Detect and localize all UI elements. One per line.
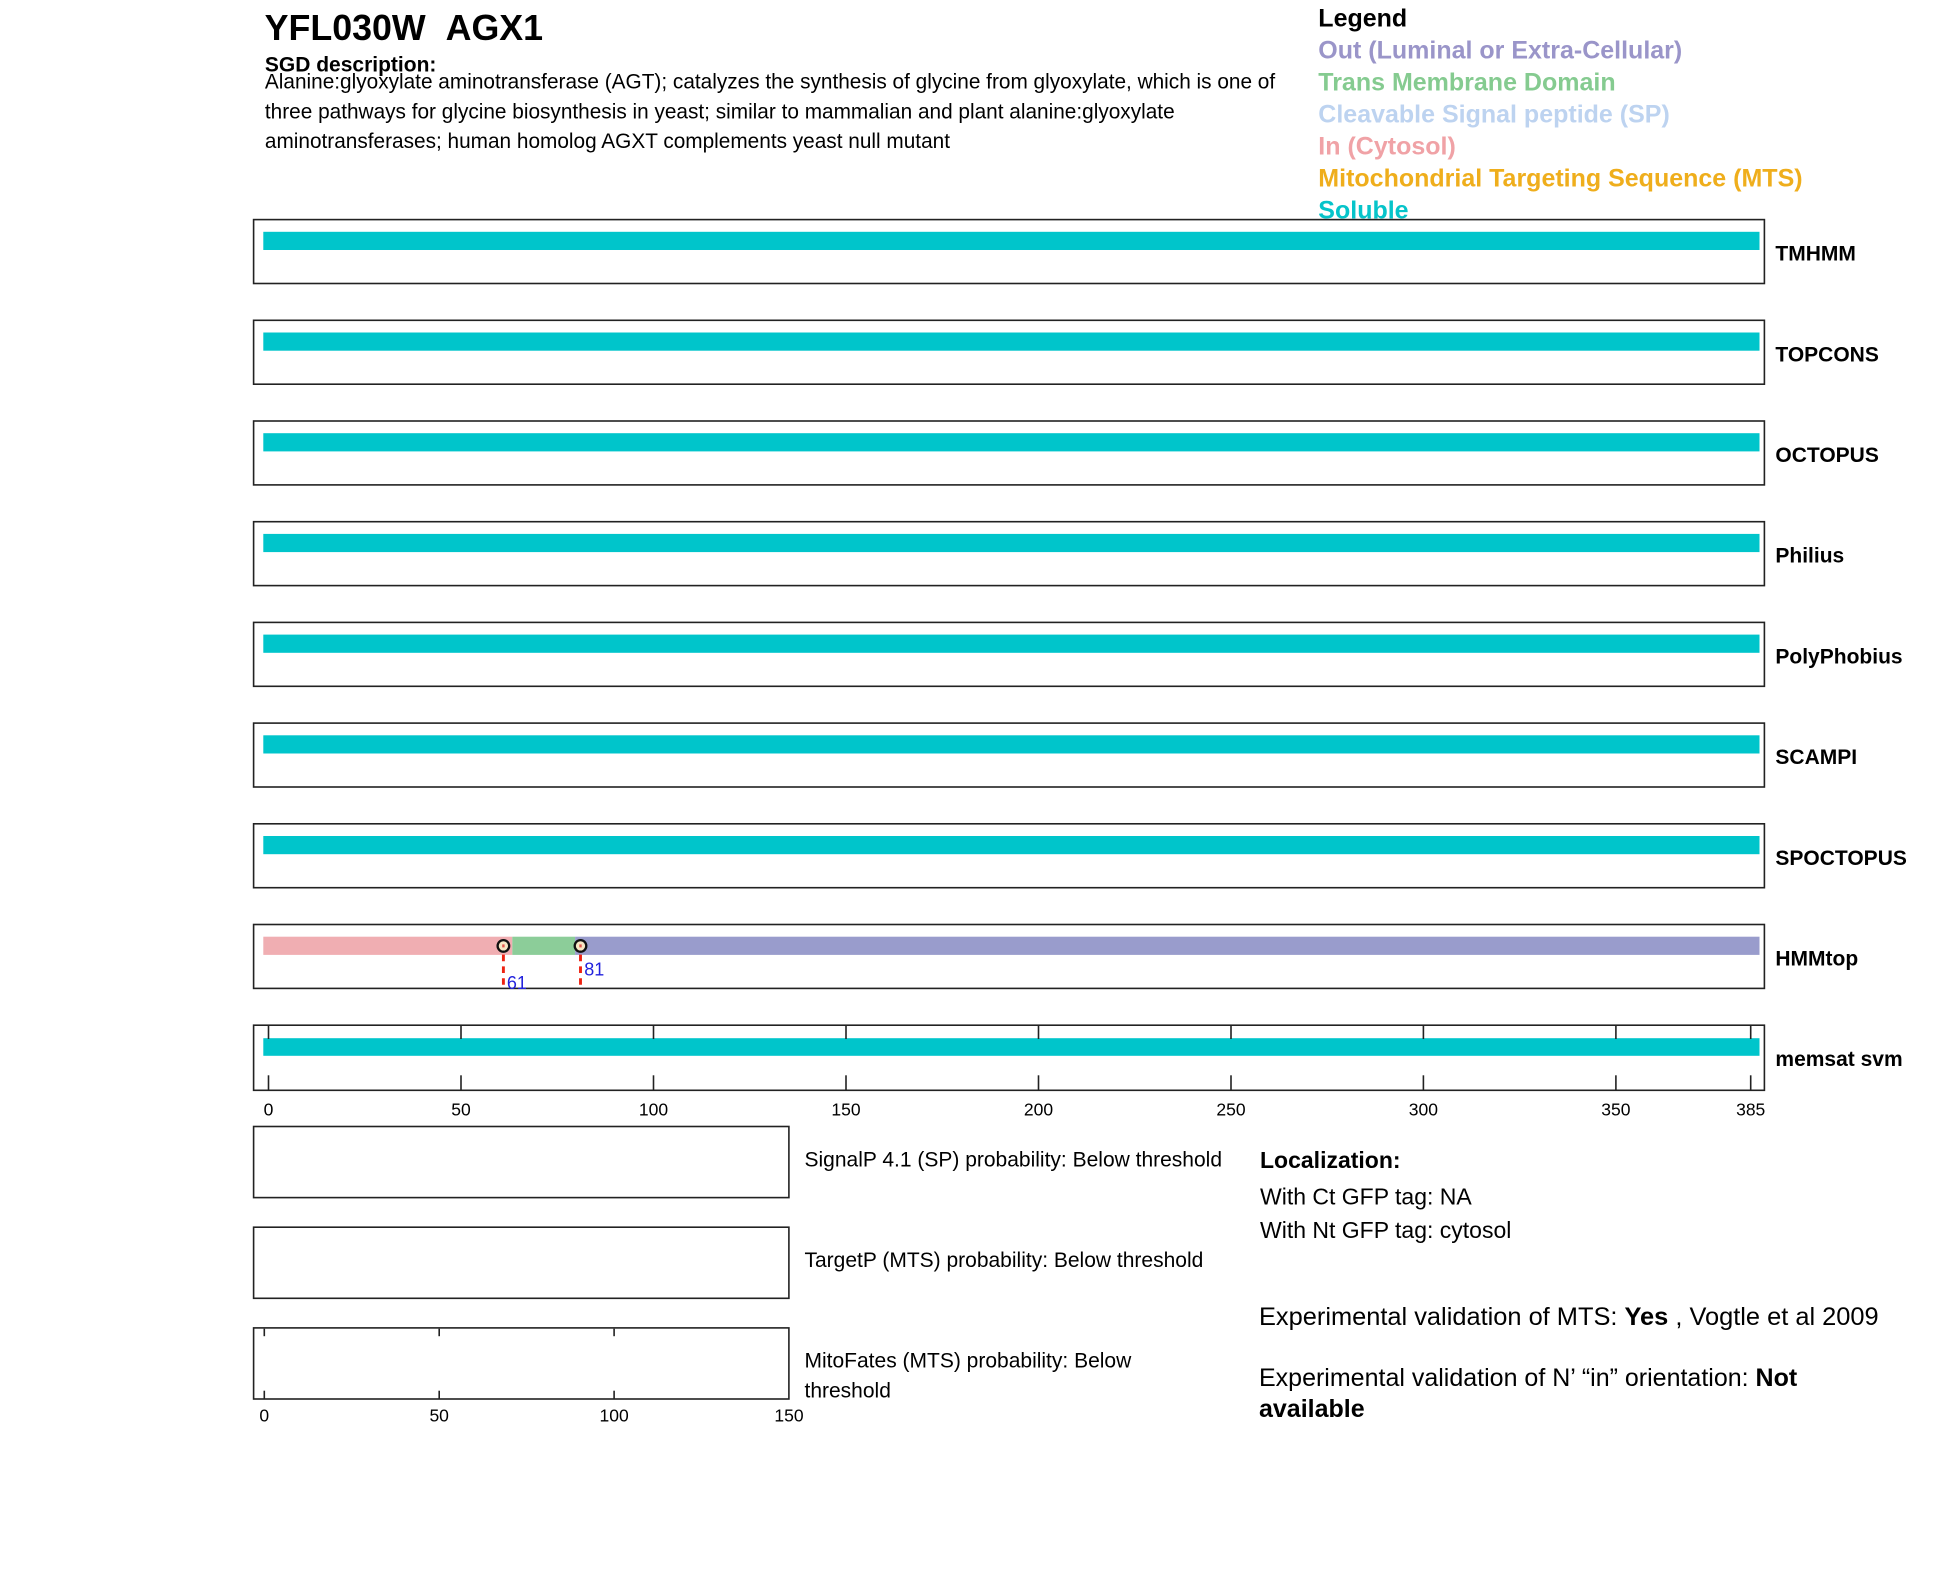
svg-text:With Nt GFP tag: cytosol: With Nt GFP tag: cytosol xyxy=(1260,1217,1511,1243)
svg-text:memsat svm: memsat svm xyxy=(1775,1048,1902,1071)
svg-text:250: 250 xyxy=(1216,1099,1245,1119)
svg-text:Experimental validation of N’: Experimental validation of N’ “in” orien… xyxy=(1259,1364,1798,1392)
svg-text:TargetP (MTS) probability: Bel: TargetP (MTS) probability: Below thresho… xyxy=(805,1249,1204,1272)
svg-text:Cleavable Signal peptide (SP): Cleavable Signal peptide (SP) xyxy=(1318,100,1669,128)
svg-text:OCTOPUS: OCTOPUS xyxy=(1775,444,1878,467)
svg-text:SPOCTOPUS: SPOCTOPUS xyxy=(1775,847,1906,870)
svg-text:TMHMM: TMHMM xyxy=(1775,243,1855,266)
svg-text:0: 0 xyxy=(259,1405,269,1425)
svg-text:Philius: Philius xyxy=(1775,545,1844,568)
svg-text:100: 100 xyxy=(599,1405,628,1425)
svg-text:50: 50 xyxy=(451,1099,471,1119)
svg-text:385: 385 xyxy=(1736,1099,1765,1119)
svg-text:YFL030W AGX1: YFL030W AGX1 xyxy=(265,8,543,48)
svg-text:aminotransferases; human homol: aminotransferases; human homolog AGXT co… xyxy=(265,130,950,153)
svg-text:Alanine:glyoxylate aminotransf: Alanine:glyoxylate aminotransferase (AGT… xyxy=(265,71,1275,94)
svg-text:HMMtop: HMMtop xyxy=(1775,948,1858,971)
svg-text:Localization:: Localization: xyxy=(1260,1147,1401,1173)
svg-text:threshold: threshold xyxy=(805,1379,891,1402)
svg-text:Trans Membrane Domain: Trans Membrane Domain xyxy=(1318,68,1615,96)
svg-text:61: 61 xyxy=(507,973,527,993)
svg-text:0: 0 xyxy=(264,1099,274,1119)
svg-text:Out (Luminal or Extra-Cellular: Out (Luminal or Extra-Cellular) xyxy=(1318,37,1682,65)
svg-text:SGD description:: SGD description: xyxy=(265,54,437,77)
svg-text:200: 200 xyxy=(1024,1099,1053,1119)
svg-text:Experimental validation of MTS: Experimental validation of MTS: Yes , Vo… xyxy=(1259,1303,1879,1331)
svg-text:MitoFates (MTS) probability: B: MitoFates (MTS) probability: Below xyxy=(805,1350,1133,1373)
svg-text:150: 150 xyxy=(831,1099,860,1119)
svg-text:300: 300 xyxy=(1409,1099,1438,1119)
svg-text:TOPCONS: TOPCONS xyxy=(1775,343,1878,366)
svg-text:three pathways for glycine bio: three pathways for glycine biosynthesis … xyxy=(265,100,1175,123)
svg-text:With Ct GFP tag: NA: With Ct GFP tag: NA xyxy=(1260,1184,1472,1210)
svg-text:PolyPhobius: PolyPhobius xyxy=(1775,645,1902,668)
svg-text:Mitochondrial Targeting Sequen: Mitochondrial Targeting Sequence (MTS) xyxy=(1318,164,1802,192)
svg-text:available: available xyxy=(1259,1395,1365,1423)
svg-text:SignalP 4.1 (SP) probability:: SignalP 4.1 (SP) probability: Below thre… xyxy=(805,1148,1223,1171)
svg-text:50: 50 xyxy=(429,1405,449,1425)
svg-text:81: 81 xyxy=(584,960,604,980)
svg-text:350: 350 xyxy=(1601,1099,1630,1119)
svg-text:100: 100 xyxy=(639,1099,668,1119)
svg-text:150: 150 xyxy=(774,1405,803,1425)
svg-text:SCAMPI: SCAMPI xyxy=(1775,746,1857,769)
svg-text:Legend: Legend xyxy=(1318,5,1407,33)
svg-text:In (Cytosol): In (Cytosol) xyxy=(1318,132,1456,160)
